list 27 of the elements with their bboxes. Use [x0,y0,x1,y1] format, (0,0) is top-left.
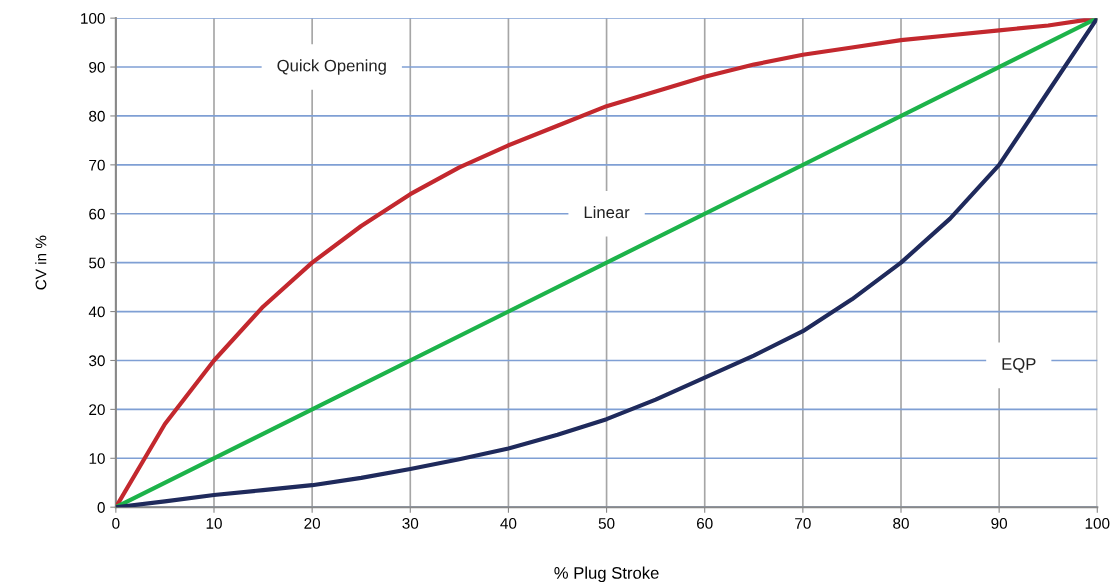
annotation: Linear [584,205,630,219]
y-tick-label: 90 [89,61,105,73]
y-tick-label: 0 [97,502,105,513]
y-tick-label: 70 [89,159,105,171]
x-tick-label: 100 [1085,518,1110,529]
annotation: EQP [1002,358,1036,373]
annotation: Quick Opening [277,59,386,75]
y-tick-label: 30 [89,355,105,367]
x-axis-title: % Plug Stroke [554,566,659,583]
x-tick-label: 50 [598,518,615,529]
x-tick-label: 10 [206,518,222,529]
x-tick-label: 90 [991,518,1008,529]
y-tick-label: 40 [88,306,105,318]
y-axis-title: CV in % [35,235,47,290]
x-tick-label: 70 [795,518,811,529]
x-tick-label: 20 [304,518,321,529]
y-tick-label: 100 [81,13,105,24]
y-tick-label: 50 [89,257,105,269]
x-tick-label: 40 [500,518,517,529]
x-tick-label: 0 [112,518,120,529]
x-tick-label: 30 [402,518,419,529]
y-tick-label: 80 [89,110,105,122]
y-tick-label: 60 [89,208,105,220]
x-tick-label: 80 [893,518,909,529]
x-tick-label: 60 [697,518,713,529]
y-tick-label: 10 [89,453,105,464]
y-tick-label: 20 [89,404,105,416]
